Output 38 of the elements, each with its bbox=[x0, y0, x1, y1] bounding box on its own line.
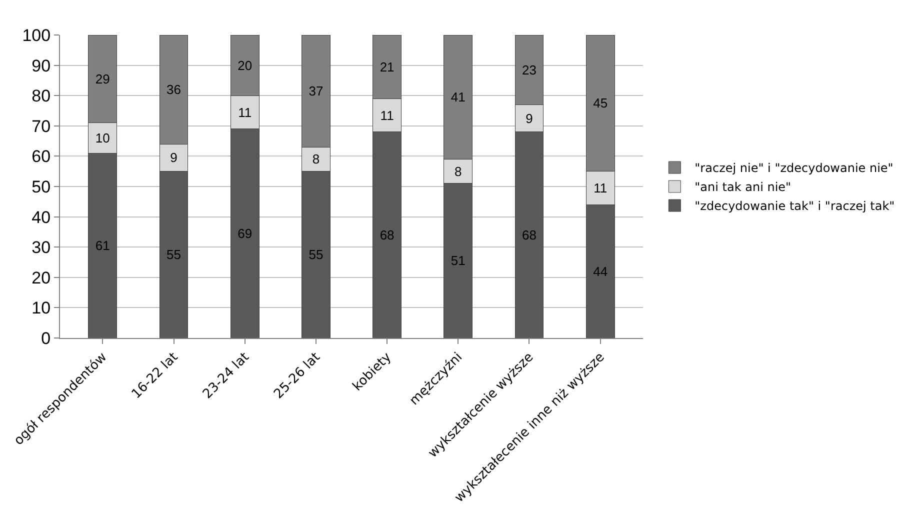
data-label: 9 bbox=[170, 150, 178, 166]
legend-label: "zdecydowanie tak" i "raczej tak" bbox=[694, 199, 895, 214]
data-label: 8 bbox=[312, 152, 320, 167]
data-label: 11 bbox=[238, 104, 252, 120]
data-label: 55 bbox=[166, 247, 181, 262]
data-label: 11 bbox=[594, 180, 608, 196]
y-tick-label: 70 bbox=[32, 116, 51, 136]
data-label: 68 bbox=[380, 227, 394, 242]
y-tick-label: 80 bbox=[32, 86, 51, 106]
legend-label: "raczej nie" i "zdecydowanie nie" bbox=[694, 161, 894, 176]
data-label: 8 bbox=[454, 164, 462, 179]
data-label: 44 bbox=[593, 264, 608, 279]
y-tick-label: 0 bbox=[41, 328, 51, 348]
data-label: 37 bbox=[308, 84, 324, 99]
data-label: 45 bbox=[593, 96, 608, 111]
y-tick-label: 60 bbox=[32, 147, 51, 166]
data-label: 41 bbox=[450, 90, 466, 105]
data-label: 9 bbox=[526, 110, 533, 126]
legend-label: "ani tak ani nie" bbox=[694, 180, 792, 194]
y-tick-label: 10 bbox=[32, 298, 51, 318]
y-tick-label: 50 bbox=[32, 177, 51, 196]
data-label: 36 bbox=[166, 82, 181, 98]
data-label: 69 bbox=[238, 226, 252, 241]
data-label: 20 bbox=[238, 58, 252, 73]
data-label: 29 bbox=[95, 71, 110, 86]
data-label: 23 bbox=[522, 62, 536, 78]
data-label: 21 bbox=[380, 59, 394, 74]
y-tick-label: 90 bbox=[32, 56, 51, 76]
data-label: 55 bbox=[308, 247, 324, 262]
data-label: 51 bbox=[450, 253, 466, 268]
data-label: 11 bbox=[380, 108, 394, 123]
data-label: 10 bbox=[95, 130, 110, 146]
y-tick-label: 100 bbox=[22, 26, 51, 45]
y-tick-label: 20 bbox=[32, 268, 51, 288]
data-label: 61 bbox=[95, 238, 110, 254]
y-tick-label: 30 bbox=[32, 238, 51, 258]
data-label: 68 bbox=[522, 227, 536, 242]
y-tick-label: 40 bbox=[32, 208, 51, 227]
